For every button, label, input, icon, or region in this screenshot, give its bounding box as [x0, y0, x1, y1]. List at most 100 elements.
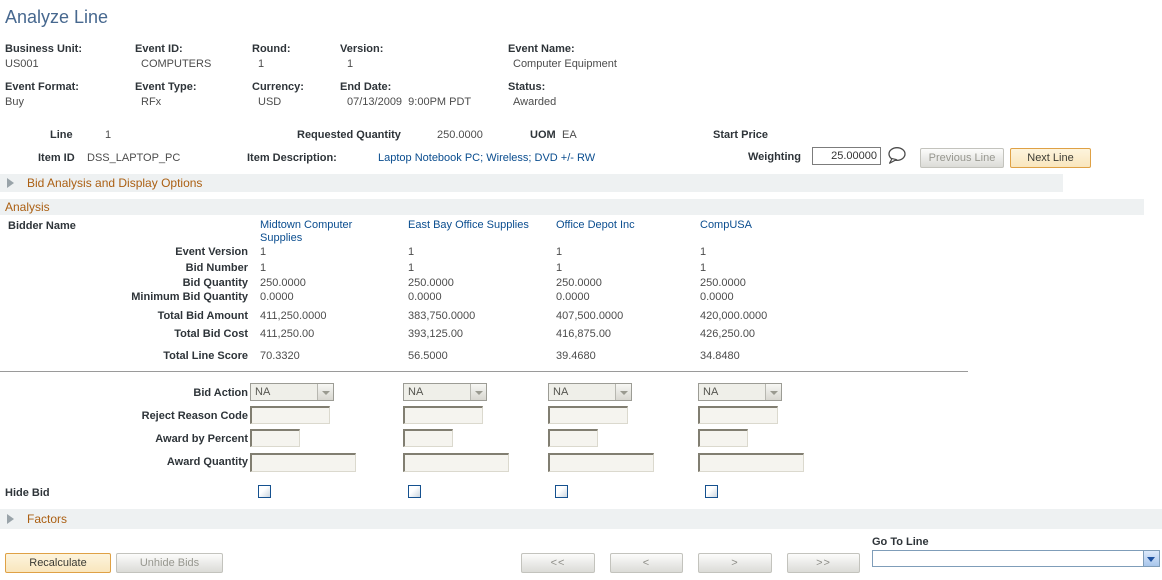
analysis-cell: 34.8480 — [700, 350, 740, 362]
field-value: 1 — [258, 58, 265, 70]
analysis-cell: 1 — [408, 262, 415, 274]
field-label: Event Name: — [508, 43, 575, 55]
field-event-type: Event Type: RFx — [135, 81, 197, 108]
analysis-cell: 393,125.00 — [408, 328, 464, 340]
analysis-cell: 1 — [556, 246, 563, 258]
field-status: Status: Awarded — [508, 81, 556, 108]
reject-reason-input[interactable] — [698, 406, 778, 424]
previous-line-button[interactable]: Previous Line — [920, 148, 1004, 168]
award-quantity-input[interactable] — [698, 453, 804, 472]
weighting-label: Weighting — [748, 151, 801, 163]
comment-bubble-icon[interactable] — [886, 146, 907, 168]
previous-page-button[interactable]: < — [610, 553, 683, 573]
reject-reason-input[interactable] — [403, 406, 483, 424]
factors-section[interactable]: Factors — [0, 509, 1162, 529]
section-title: Bid Analysis and Display Options — [27, 176, 203, 190]
reject-reason-label: Reject Reason Code — [141, 410, 248, 422]
dropdown-arrow-icon — [1143, 551, 1159, 566]
analysis-cell: 0.0000 — [260, 291, 294, 303]
hide-bid-label: Hide Bid — [5, 487, 50, 499]
field-currency: Currency: USD — [252, 81, 304, 108]
hide-bid-checkbox[interactable] — [258, 485, 271, 498]
uom-value: EA — [562, 129, 577, 141]
analysis-cell: 420,000.0000 — [700, 310, 768, 322]
field-business-unit: Business Unit: US001 — [5, 43, 82, 70]
requested-quantity-value: 250.0000 — [437, 129, 483, 141]
field-label: Event ID: — [135, 43, 183, 55]
award-by-percent-input[interactable] — [698, 429, 748, 447]
item-description-link[interactable]: Laptop Notebook PC; Wireless; DVD +/- RW — [378, 152, 596, 164]
bidder-link[interactable]: CompUSA — [700, 219, 752, 231]
last-line-button[interactable]: >> — [787, 553, 860, 573]
bid-action-select[interactable]: NA — [548, 383, 632, 401]
bid-action-select[interactable]: NA — [250, 383, 334, 401]
hide-bid-checkbox[interactable] — [408, 485, 421, 498]
section-title: Factors — [27, 512, 68, 526]
bid-action-value: NA — [553, 386, 569, 398]
field-event-id: Event ID: COMPUTERS — [135, 43, 211, 70]
unhide-bids-button[interactable]: Unhide Bids — [116, 553, 223, 573]
analysis-cell: 0.0000 — [408, 291, 442, 303]
award-quantity-input[interactable] — [250, 453, 356, 472]
analysis-row-label: Bid Quantity — [182, 277, 248, 289]
reject-reason-input[interactable] — [250, 406, 330, 424]
field-value: USD — [258, 96, 282, 108]
field-event-format: Event Format: Buy — [5, 81, 79, 108]
weighting-input[interactable]: 25.00000 — [812, 147, 881, 165]
go-to-line-label: Go To Line — [872, 536, 929, 548]
analysis-cell: 1 — [700, 262, 707, 274]
bid-action-label: Bid Action — [193, 387, 248, 399]
hide-bid-checkbox[interactable] — [705, 485, 718, 498]
field-value: 07/13/2009 9:00PM PDT — [347, 96, 472, 108]
analysis-row-label: Bid Number — [185, 262, 248, 274]
recalculate-button[interactable]: Recalculate — [5, 553, 111, 573]
item-description-label: Item Description: — [247, 152, 337, 164]
dropdown-arrow-icon — [765, 384, 781, 400]
field-value: Computer Equipment — [513, 58, 617, 70]
divider — [0, 371, 968, 372]
analysis-row-label: Total Bid Amount — [157, 310, 248, 322]
field-label: Round: — [252, 43, 291, 55]
analysis-cell: 250.0000 — [260, 277, 306, 289]
reject-reason-input[interactable] — [548, 406, 628, 424]
bidder-link[interactable]: East Bay Office Supplies — [408, 219, 529, 231]
field-label: Status: — [508, 81, 546, 93]
bidder-link[interactable]: Midtown Computer Supplies — [260, 219, 353, 244]
field-label: Event Type: — [135, 81, 197, 93]
analysis-cell: 250.0000 — [700, 277, 746, 289]
analysis-cell: 250.0000 — [408, 277, 454, 289]
award-quantity-input[interactable] — [403, 453, 509, 472]
award-by-percent-input[interactable] — [250, 429, 300, 447]
field-label: Version: — [340, 43, 384, 55]
analysis-cell: 1 — [260, 262, 267, 274]
analysis-row-label: Minimum Bid Quantity — [131, 291, 248, 303]
line-value: 1 — [105, 129, 112, 141]
award-by-percent-input[interactable] — [548, 429, 598, 447]
field-label: End Date: — [340, 81, 392, 93]
award-by-percent-input[interactable] — [403, 429, 453, 447]
analysis-cell: 250.0000 — [556, 277, 602, 289]
bid-action-select[interactable]: NA — [403, 383, 487, 401]
next-page-button[interactable]: > — [698, 553, 772, 573]
go-to-line-value — [873, 551, 1143, 566]
field-value: COMPUTERS — [141, 58, 212, 70]
expand-arrow-icon — [7, 178, 14, 188]
dropdown-arrow-icon — [470, 384, 486, 400]
bid-action-select[interactable]: NA — [698, 383, 782, 401]
item-id-value: DSS_LAPTOP_PC — [87, 152, 181, 164]
analysis-cell: 70.3320 — [260, 350, 300, 362]
analysis-row-label: Total Line Score — [163, 350, 248, 362]
first-line-button[interactable]: << — [521, 553, 595, 573]
award-quantity-input[interactable] — [548, 453, 654, 472]
field-version: Version: 1 — [340, 43, 383, 70]
analysis-cell: 1 — [260, 246, 267, 258]
bid-analysis-options-section[interactable]: Bid Analysis and Display Options — [0, 174, 1063, 192]
bidder-link[interactable]: Office Depot Inc — [556, 219, 635, 231]
analysis-cell: 1 — [556, 262, 563, 274]
go-to-line-select[interactable] — [872, 550, 1160, 567]
award-by-percent-label: Award by Percent — [155, 433, 248, 445]
analysis-cell: 0.0000 — [700, 291, 734, 303]
hide-bid-checkbox[interactable] — [555, 485, 568, 498]
next-line-button[interactable]: Next Line — [1010, 148, 1091, 168]
